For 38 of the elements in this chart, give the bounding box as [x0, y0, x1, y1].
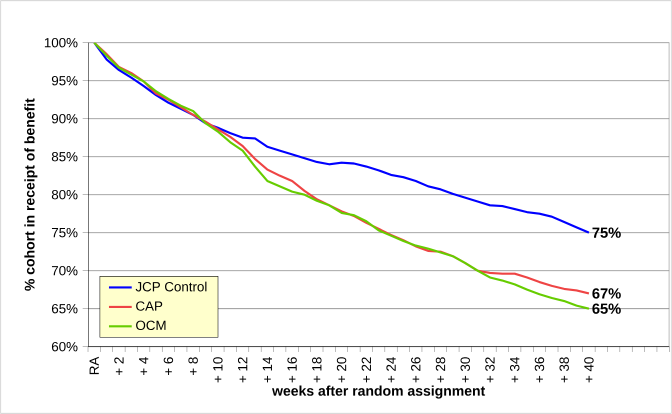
x-tick-label: + 16: [287, 357, 297, 382]
data-label: 67%: [592, 288, 621, 299]
x-axis-title: weeks after random assignment: [272, 386, 486, 399]
x-tick-label: + 26: [411, 357, 420, 382]
y-tick-label: 90%: [52, 114, 78, 124]
x-tick-label: + 24: [386, 357, 396, 382]
x-tick-label: + 36: [534, 357, 544, 382]
y-tick-label: 65%: [52, 304, 78, 314]
y-axis-title: % cohort in receipt of benefit: [24, 98, 38, 291]
x-tick-label: + 40: [584, 357, 594, 382]
x-tick-label: + 38: [559, 357, 569, 382]
x-tick-label: + 6: [164, 357, 174, 375]
x-tick-label: + 28: [436, 357, 446, 382]
x-tick-label: + 18: [312, 357, 322, 382]
y-tick-label: 85%: [52, 152, 78, 162]
x-tick-label: RA: [90, 356, 99, 374]
y-tick-label: 60%: [52, 342, 78, 352]
x-tick-label: + 20: [336, 357, 346, 382]
x-tick-label: + 12: [238, 357, 248, 382]
legend-label: CAP: [136, 301, 162, 311]
y-tick-label: 95%: [52, 76, 78, 86]
data-label: 65%: [592, 303, 621, 314]
legend-label: JCP Control: [136, 282, 206, 292]
x-tick-label: + 2: [114, 357, 124, 375]
y-tick-label: 75%: [52, 228, 78, 238]
x-tick-label: + 22: [362, 357, 371, 382]
y-tick-label: 80%: [52, 190, 78, 200]
data-label: 75%: [592, 227, 621, 238]
x-tick-label: + 4: [139, 357, 148, 375]
y-tick-label: 100%: [44, 38, 78, 48]
x-tick-label: + 34: [510, 357, 520, 382]
y-tick-label: 70%: [52, 266, 78, 276]
x-tick-label: + 8: [188, 357, 198, 375]
x-tick-label: + 32: [485, 357, 495, 382]
legend-label: OCM: [136, 320, 166, 330]
x-tick-label: + 14: [262, 357, 272, 382]
x-tick-label: + 10: [213, 357, 223, 382]
x-tick-label: + 30: [460, 357, 470, 382]
